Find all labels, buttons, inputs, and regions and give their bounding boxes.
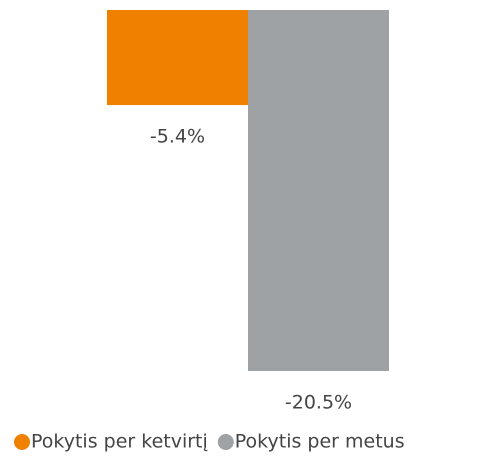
legend-marker — [14, 434, 30, 450]
legend-marker — [217, 434, 234, 450]
bar — [107, 10, 248, 106]
bar — [248, 10, 389, 371]
data-label: -5.4% — [150, 126, 205, 148]
legend-label: Pokytis per ketvirtį — [31, 431, 208, 453]
legend-label: Pokytis per metus — [235, 431, 405, 453]
data-label: -20.5% — [285, 392, 352, 414]
